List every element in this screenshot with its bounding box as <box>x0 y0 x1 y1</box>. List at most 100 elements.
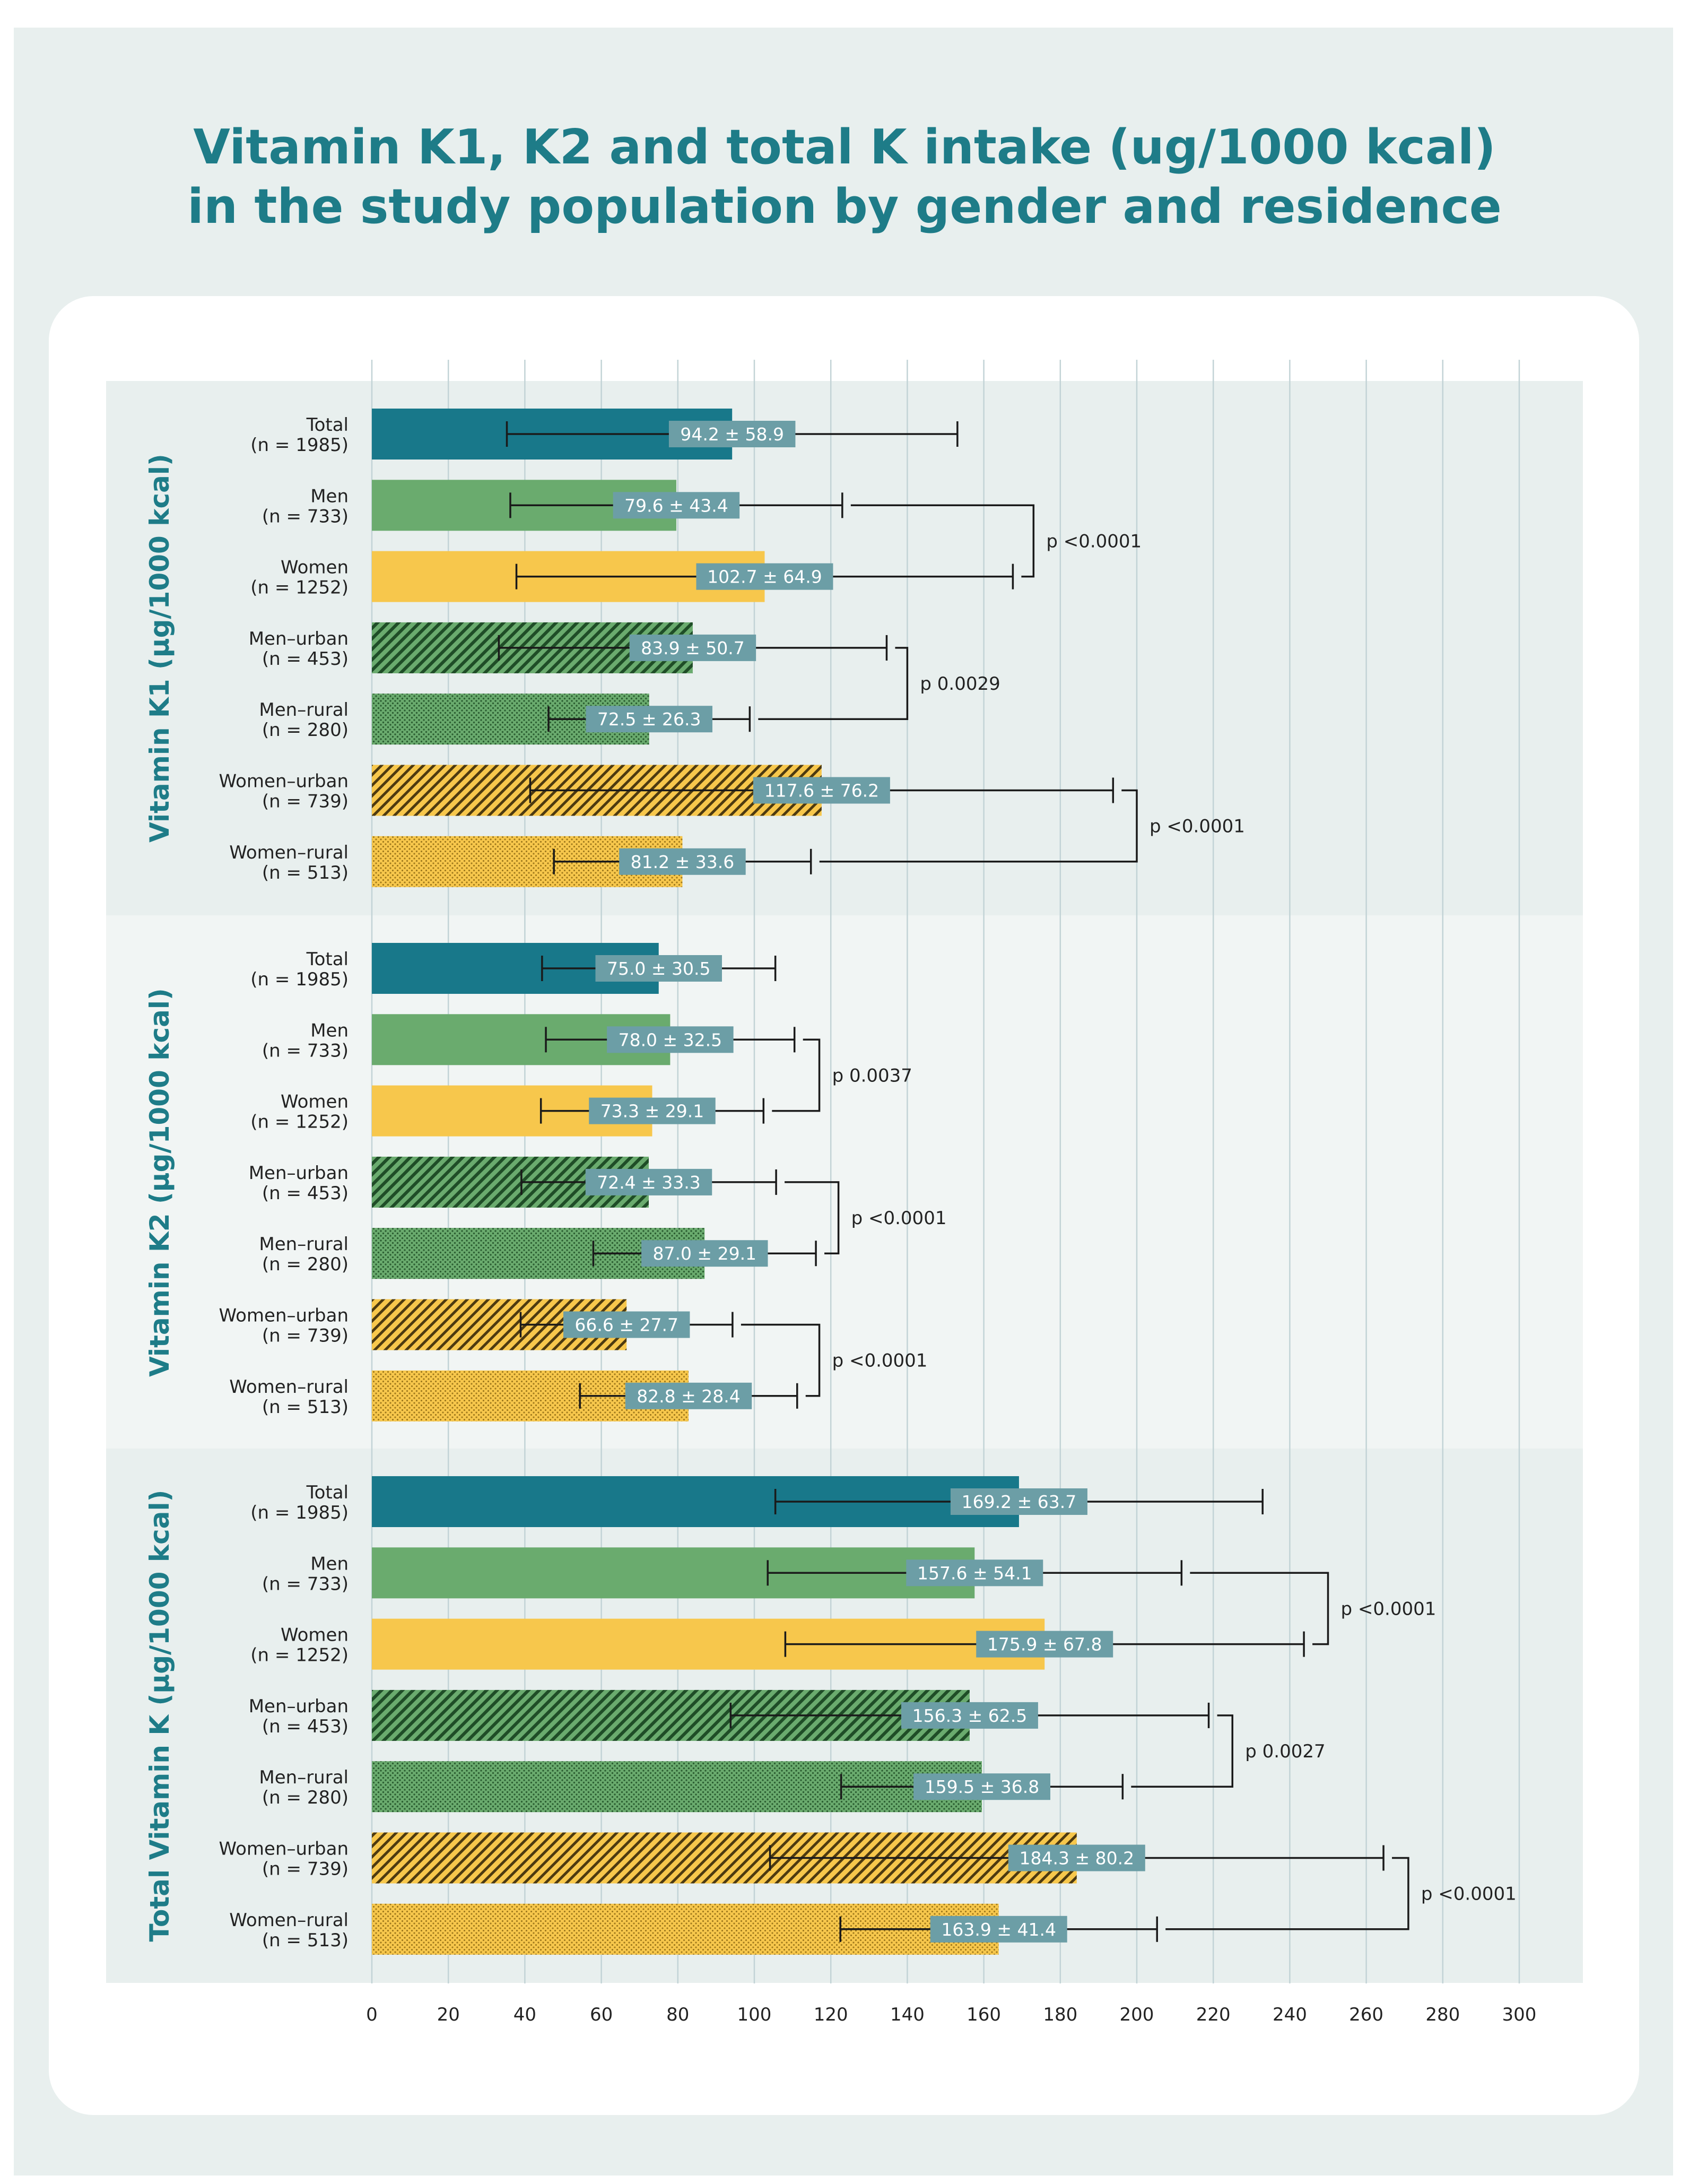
category-label: Women <box>281 557 349 578</box>
category-label: Men–urban <box>249 628 349 649</box>
value-label: 159.5 ± 36.8 <box>925 1776 1040 1797</box>
value-label-box <box>901 1702 1038 1729</box>
p-value-label: p 0.0037 <box>832 1065 912 1086</box>
x-tick-label: 180 <box>1043 2004 1077 2025</box>
value-label: 163.9 ± 41.4 <box>941 1919 1056 1940</box>
value-label: 102.7 ± 64.9 <box>707 567 822 587</box>
value-label-box <box>595 955 722 982</box>
significance-bracket <box>819 789 1138 863</box>
value-label-box <box>696 563 833 590</box>
category-label: Women–rural <box>229 842 349 863</box>
x-tick-label: 280 <box>1425 2004 1460 2025</box>
value-label: 72.5 ± 26.3 <box>597 709 701 730</box>
category-label: Total <box>306 414 349 436</box>
p-value-label: p <0.0001 <box>1421 1884 1517 1905</box>
chart-title-line-1: Vitamin K1, K2 and total K intake (ug/10… <box>193 119 1496 175</box>
value-label: 184.3 ± 80.2 <box>1020 1848 1135 1869</box>
category-label: Men <box>310 486 349 507</box>
category-n-label: (n = 453) <box>262 1183 349 1204</box>
value-label-box <box>607 1026 734 1053</box>
category-label: Women–urban <box>219 771 349 792</box>
category-label: Men–rural <box>259 1767 349 1788</box>
category-n-label: (n = 453) <box>262 648 349 670</box>
category-label: Total <box>306 1482 349 1503</box>
x-tick-label: 260 <box>1349 2004 1383 2025</box>
value-label-box <box>586 706 712 733</box>
significance-bracket <box>772 1038 821 1112</box>
value-label: 156.3 ± 62.5 <box>912 1705 1028 1726</box>
p-value-label: p 0.0027 <box>1245 1741 1325 1762</box>
category-n-label: (n = 1252) <box>250 1112 349 1133</box>
value-label: 175.9 ± 67.8 <box>987 1634 1102 1655</box>
category-n-label: (n = 733) <box>262 1573 349 1594</box>
value-label: 87.0 ± 29.1 <box>652 1243 756 1264</box>
chart-title-line-2: in the study population by gender and re… <box>187 179 1502 235</box>
category-label: Women <box>281 1625 349 1646</box>
value-label: 78.0 ± 32.5 <box>619 1029 722 1050</box>
value-label-box <box>930 1916 1067 1943</box>
panel-y-axis-title: Total Vitamin K (µg/1000 kcal) <box>144 1490 175 1942</box>
value-label: 81.2 ± 33.6 <box>631 852 735 872</box>
category-n-label: (n = 280) <box>262 1254 349 1275</box>
x-tick-label: 100 <box>737 2004 772 2025</box>
x-tick-label: 140 <box>890 2004 925 2025</box>
category-n-label: (n = 280) <box>262 1787 349 1808</box>
value-label-box <box>619 848 746 875</box>
value-label: 75.0 ± 30.5 <box>607 958 711 979</box>
value-label-box <box>625 1382 752 1409</box>
value-label-box <box>629 634 756 661</box>
category-label: Men–rural <box>259 1234 349 1255</box>
panel-y-axis-title: Vitamin K1 (µg/1000 kcal) <box>144 454 175 843</box>
category-n-label: (n = 1252) <box>250 1645 349 1666</box>
category-label: Men <box>310 1553 349 1574</box>
significance-bracket <box>850 504 1035 578</box>
significance-bracket <box>741 1323 821 1397</box>
value-label-box <box>1008 1844 1145 1871</box>
value-label-box <box>913 1773 1050 1800</box>
category-n-label: (n = 1985) <box>250 435 349 456</box>
category-n-label: (n = 1985) <box>250 969 349 990</box>
category-n-label: (n = 513) <box>262 1397 349 1418</box>
value-label-box <box>906 1559 1043 1587</box>
category-n-label: (n = 739) <box>262 1859 349 1880</box>
category-label: Men–urban <box>249 1163 349 1184</box>
p-value-label: p <0.0001 <box>1150 816 1245 837</box>
p-value-label: p <0.0001 <box>832 1350 928 1372</box>
value-label: 66.6 ± 27.7 <box>574 1315 678 1336</box>
category-label: Total <box>306 949 349 970</box>
x-tick-label: 120 <box>814 2004 848 2025</box>
x-tick-label: 240 <box>1273 2004 1307 2025</box>
significance-bracket <box>1190 1572 1329 1645</box>
x-tick-label: 60 <box>590 2004 613 2025</box>
significance-bracket <box>1131 1714 1233 1788</box>
panel-background-2 <box>106 915 1583 1450</box>
category-n-label: (n = 453) <box>262 1716 349 1737</box>
value-label-box <box>589 1097 716 1124</box>
significance-bracket <box>758 647 909 720</box>
category-n-label: (n = 1252) <box>250 577 349 599</box>
x-tick-label: 20 <box>437 2004 460 2025</box>
category-label: Women–urban <box>219 1839 349 1860</box>
value-label-box <box>613 492 740 519</box>
value-label-box <box>753 777 890 804</box>
category-n-label: (n = 733) <box>262 1040 349 1061</box>
category-n-label: (n = 733) <box>262 506 349 527</box>
category-label: Women–rural <box>229 1910 349 1931</box>
value-label: 169.2 ± 63.7 <box>962 1492 1077 1512</box>
p-value-label: p <0.0001 <box>1341 1598 1436 1619</box>
x-tick-label: 160 <box>967 2004 1001 2025</box>
panel-y-axis-title: Vitamin K2 (µg/1000 kcal) <box>144 988 175 1377</box>
category-label: Men <box>310 1020 349 1041</box>
x-tick-label: 40 <box>513 2004 536 2025</box>
value-label: 157.6 ± 54.1 <box>917 1563 1032 1583</box>
p-value-label: p <0.0001 <box>1046 531 1142 552</box>
category-label: Men–urban <box>249 1696 349 1717</box>
category-label: Women–rural <box>229 1376 349 1398</box>
significance-bracket <box>1165 1857 1409 1930</box>
value-label: 117.6 ± 76.2 <box>764 781 880 801</box>
p-value-label: p <0.0001 <box>851 1208 947 1229</box>
category-n-label: (n = 739) <box>262 791 349 812</box>
value-label: 72.4 ± 33.3 <box>597 1172 701 1193</box>
value-label-box <box>641 1240 768 1267</box>
